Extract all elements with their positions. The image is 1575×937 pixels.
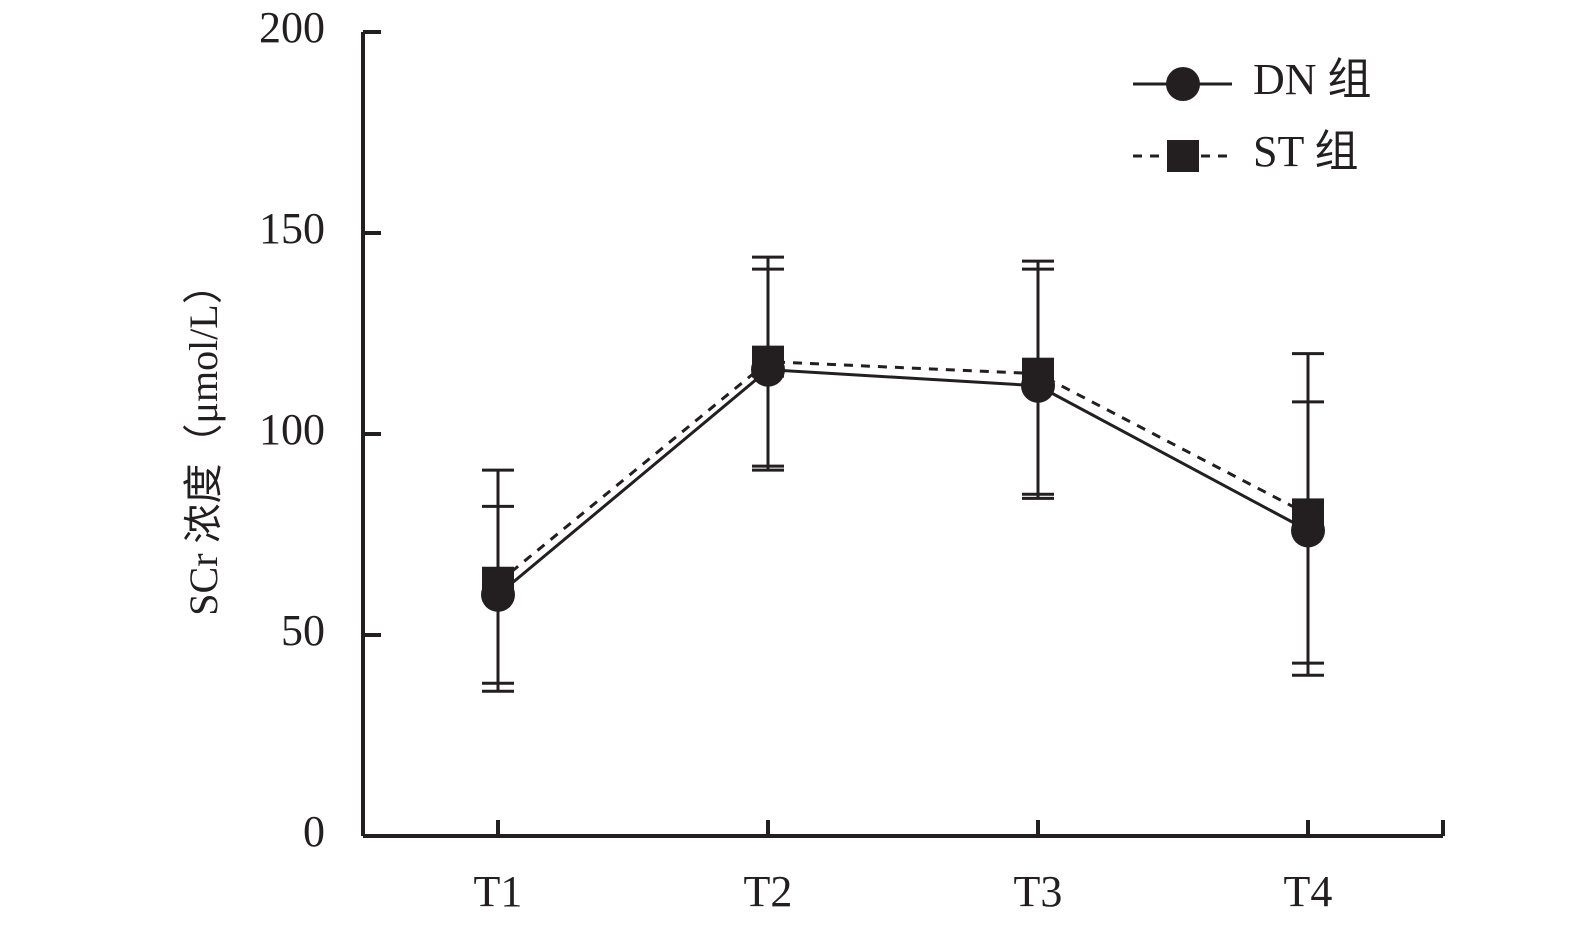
x-tick-label-T2: T2: [744, 867, 793, 916]
x-tick-label-T4: T4: [1284, 867, 1333, 916]
legend: DN 组 ST 组: [1133, 55, 1372, 176]
legend-label-1: DN 组: [1253, 55, 1372, 104]
point-2-T3: [1022, 357, 1054, 390]
legend-item-2: ST 组: [1133, 127, 1359, 176]
x-tick-label-T1: T1: [474, 867, 523, 916]
point-2-T4: [1292, 498, 1324, 531]
series-1: [481, 267, 1325, 685]
y-tick-label-0: 0: [303, 807, 325, 856]
y-tick-label-200: 200: [259, 3, 325, 52]
series-line-2: [497, 360, 1309, 584]
series-layer: [481, 255, 1325, 693]
x-tick-label-T3: T3: [1014, 867, 1063, 916]
y-tick-label-100: 100: [259, 405, 325, 454]
legend-label-2: ST 组: [1253, 127, 1359, 176]
y-tick-label-150: 150: [259, 204, 325, 253]
y-axis-title: SCr 浓度（μmol/L）: [181, 264, 226, 615]
point-2-T2: [752, 345, 784, 378]
legend-item-1: DN 组: [1133, 55, 1372, 104]
axes: 0 50 100 150 200 T1 T2 T3 T4: [259, 3, 1445, 916]
legend-marker-2: [1167, 140, 1199, 172]
point-2-T1: [482, 566, 514, 599]
series-line-1: [497, 368, 1309, 596]
series-2: [482, 255, 1324, 693]
y-tick-label-50: 50: [281, 606, 325, 655]
legend-marker-1: [1166, 67, 1200, 101]
